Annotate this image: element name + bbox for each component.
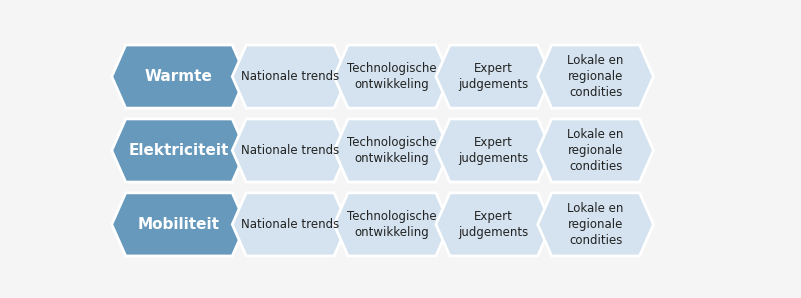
Text: Mobiliteit: Mobiliteit: [138, 217, 220, 232]
Polygon shape: [334, 119, 450, 182]
Polygon shape: [112, 193, 246, 256]
Polygon shape: [436, 45, 552, 108]
Text: Lokale en
regionale
condities: Lokale en regionale condities: [567, 202, 624, 247]
Polygon shape: [232, 45, 348, 108]
Text: Nationale trends: Nationale trends: [241, 218, 340, 231]
Polygon shape: [334, 45, 450, 108]
Polygon shape: [112, 119, 246, 182]
Polygon shape: [436, 193, 552, 256]
Text: Warmte: Warmte: [145, 69, 213, 84]
Text: Nationale trends: Nationale trends: [241, 70, 340, 83]
Polygon shape: [436, 119, 552, 182]
Polygon shape: [334, 193, 450, 256]
Text: Lokale en
regionale
condities: Lokale en regionale condities: [567, 54, 624, 99]
Text: Expert
judgements: Expert judgements: [459, 210, 529, 239]
Text: Technologische
ontwikkeling: Technologische ontwikkeling: [347, 210, 437, 239]
Polygon shape: [537, 45, 654, 108]
Text: Expert
judgements: Expert judgements: [459, 62, 529, 91]
Polygon shape: [537, 119, 654, 182]
Polygon shape: [232, 193, 348, 256]
Text: Nationale trends: Nationale trends: [241, 144, 340, 157]
Text: Technologische
ontwikkeling: Technologische ontwikkeling: [347, 136, 437, 165]
Polygon shape: [537, 193, 654, 256]
Polygon shape: [232, 119, 348, 182]
Text: Lokale en
regionale
condities: Lokale en regionale condities: [567, 128, 624, 173]
Polygon shape: [112, 45, 246, 108]
Text: Expert
judgements: Expert judgements: [459, 136, 529, 165]
Text: Technologische
ontwikkeling: Technologische ontwikkeling: [347, 62, 437, 91]
Text: Elektriciteit: Elektriciteit: [129, 143, 229, 158]
